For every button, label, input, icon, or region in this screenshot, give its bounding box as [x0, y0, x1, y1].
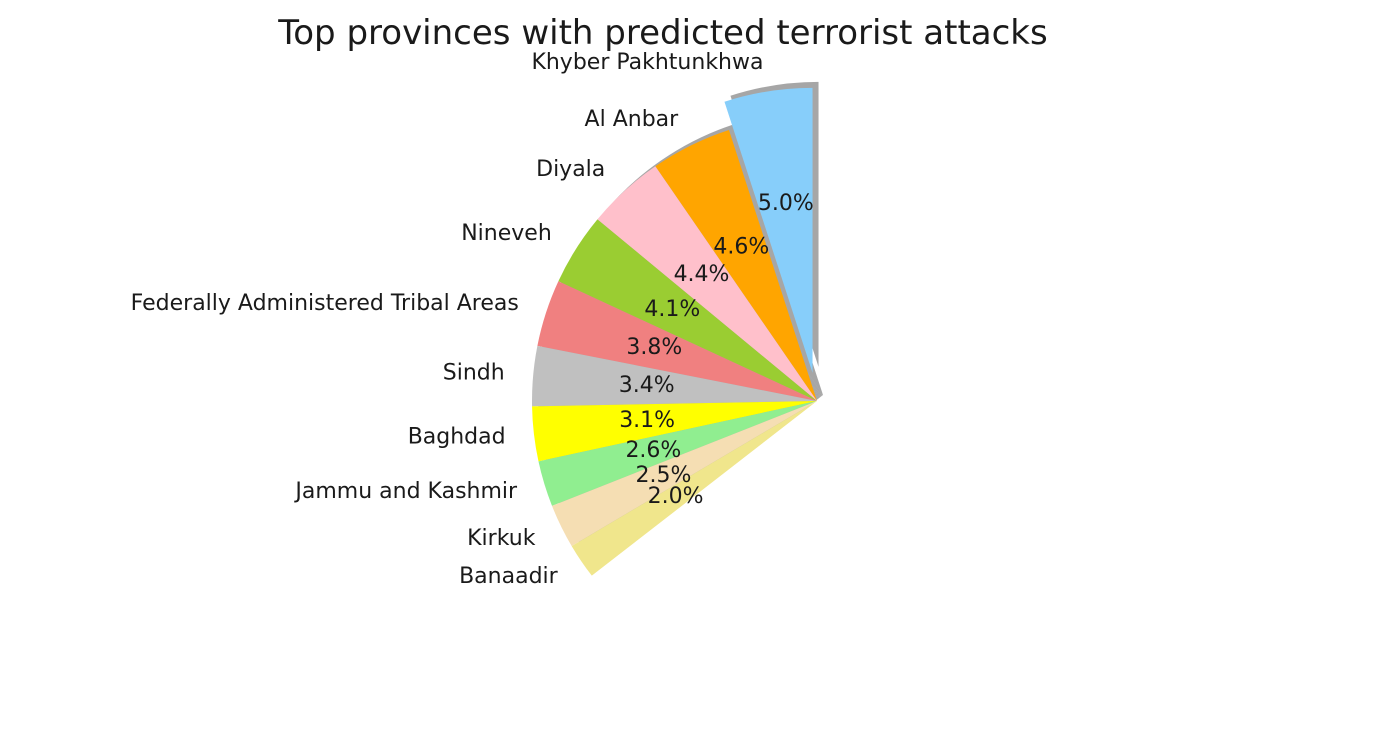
label-diyala: Diyala	[536, 157, 605, 182]
wedge-nineveh	[558, 219, 817, 401]
label-al-anbar: Al Anbar	[585, 107, 680, 132]
wedge-banaadir	[571, 401, 817, 576]
pct-diyala: 4.4%	[674, 262, 730, 287]
pct-federally-administered-tribal-areas: 3.8%	[626, 335, 682, 360]
label-jammu-and-kashmir: Jammu and Kashmir	[293, 479, 518, 504]
pct-baghdad: 3.1%	[619, 408, 675, 433]
wedge-diyala	[597, 166, 817, 401]
label-sindh: Sindh	[443, 360, 505, 385]
wedge-khyber-pakhtunkhwa	[724, 87, 813, 373]
pct-banaadir: 2.0%	[648, 484, 704, 509]
wedge-baghdad	[532, 401, 817, 462]
slice-labels: Khyber Pakhtunkhwa Al Anbar Diyala Nineveh F…	[131, 50, 764, 589]
label-baghdad: Baghdad	[408, 424, 506, 449]
pct-al-anbar: 4.6%	[713, 235, 769, 260]
label-banaadir: Banaadir	[459, 564, 559, 589]
label-federally-administered-tribal-areas: Federally Administered Tribal Areas	[131, 291, 519, 316]
pct-jammu-and-kashmir: 2.6%	[625, 438, 681, 463]
pct-kirkuk: 2.5%	[635, 463, 691, 488]
wedge-jammu-and-kashmir	[538, 401, 817, 506]
wedge-sindh	[532, 345, 817, 407]
pct-sindh: 3.4%	[619, 373, 675, 398]
label-kirkuk: Kirkuk	[467, 526, 536, 551]
label-nineveh: Nineveh	[461, 221, 552, 246]
label-khyber-pakhtunkhwa: Khyber Pakhtunkhwa	[531, 50, 763, 75]
wedge-kirkuk	[552, 401, 817, 547]
chart-title: Top provinces with predicted terrorist a…	[277, 13, 1047, 53]
pie-wedges	[532, 87, 817, 576]
wedge-federally-administered-tribal-areas	[537, 281, 817, 401]
wedge-al-anbar	[655, 129, 817, 401]
slice-percent-labels: 5.0% 4.6%4.4% 4.1% 3.8% 3.4% 3.1% 2.6%2.5%2.0%	[619, 191, 814, 509]
pct-nineveh: 4.1%	[644, 297, 700, 322]
pct-khyber-pakhtunkhwa: 5.0%	[758, 191, 814, 216]
